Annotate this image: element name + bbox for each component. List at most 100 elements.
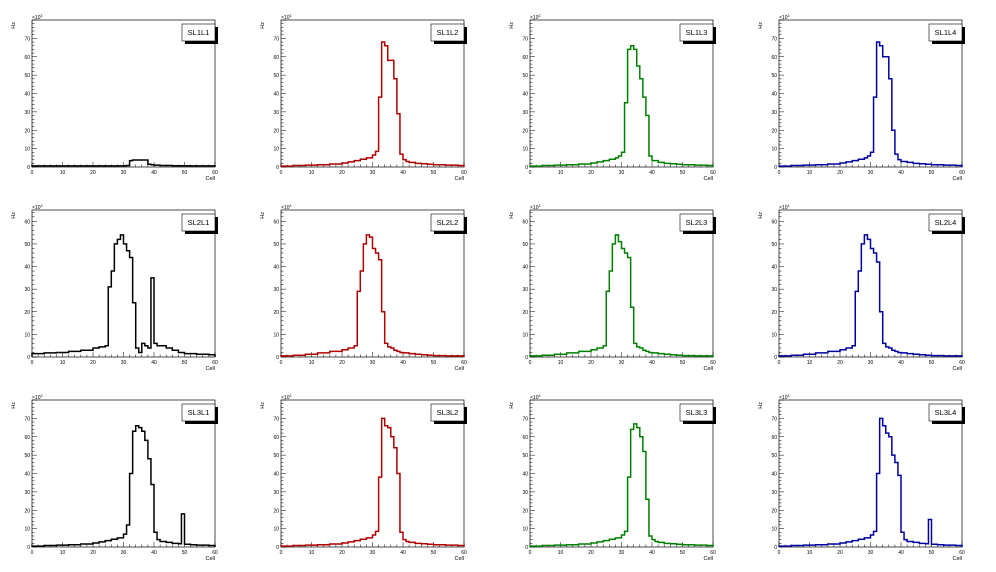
x-tick-label: 0 <box>31 170 34 176</box>
y-tick-label: 50 <box>771 453 777 459</box>
x-tick-label: 10 <box>558 550 564 556</box>
histogram-series <box>778 234 963 357</box>
exponent-label: ×103 <box>530 204 540 211</box>
histogram-title: SL3L1 <box>188 408 210 417</box>
x-tick-label: 50 <box>182 360 188 366</box>
exponent-label: ×103 <box>32 394 42 401</box>
y-tick-label: 60 <box>522 55 528 61</box>
y-tick-label: 30 <box>24 490 30 496</box>
y-tick-label: 50 <box>771 242 777 248</box>
x-tick-label: 30 <box>121 360 127 366</box>
y-tick-label: 10 <box>24 147 30 153</box>
x-tick-label: 50 <box>929 550 935 556</box>
x-tick-label: 0 <box>529 550 532 556</box>
title-box <box>430 403 465 422</box>
x-tick-label: 40 <box>151 170 157 176</box>
title-box <box>928 403 963 422</box>
y-tick-label: 0 <box>525 545 528 551</box>
x-tick-label: 10 <box>807 170 813 176</box>
histogram-title: SL2L2 <box>437 218 459 227</box>
y-axis-title: Hz <box>509 402 515 409</box>
y-axis-title: Hz <box>758 402 764 409</box>
x-tick-label: 60 <box>959 170 965 176</box>
y-axis-title: Hz <box>11 402 17 409</box>
y-tick-label: 40 <box>273 92 279 98</box>
y-tick-label: 60 <box>24 435 30 441</box>
histogram-series <box>529 234 714 357</box>
exponent-label: ×103 <box>530 394 540 401</box>
histogram-title: SL1L3 <box>686 28 708 37</box>
y-tick-label: 0 <box>276 355 279 361</box>
x-tick-label: 60 <box>710 360 716 366</box>
y-tick-label: 20 <box>771 508 777 514</box>
y-axis-title: Hz <box>260 22 266 29</box>
histogram-series <box>778 417 963 547</box>
y-tick-label: 0 <box>276 165 279 171</box>
x-tick-label: 40 <box>400 550 406 556</box>
y-tick-label: 70 <box>771 36 777 42</box>
exponent-label: ×103 <box>32 14 42 21</box>
x-tick-label: 60 <box>212 170 218 176</box>
x-tick-label: 20 <box>90 550 96 556</box>
y-tick-label: 20 <box>522 128 528 134</box>
x-axis-title: Cell <box>704 556 713 562</box>
y-tick-label: 0 <box>27 355 30 361</box>
y-tick-label: 30 <box>522 287 528 293</box>
y-tick-label: 10 <box>771 147 777 153</box>
y-tick-label: 20 <box>24 508 30 514</box>
y-tick-label: 60 <box>771 435 777 441</box>
x-tick-label: 60 <box>461 550 467 556</box>
x-tick-label: 60 <box>212 360 218 366</box>
y-axis-title: Hz <box>758 212 764 219</box>
x-tick-label: 40 <box>649 360 655 366</box>
x-tick-label: 40 <box>151 360 157 366</box>
x-tick-label: 50 <box>929 170 935 176</box>
x-tick-label: 30 <box>868 550 874 556</box>
x-tick-label: 20 <box>837 550 843 556</box>
y-tick-label: 40 <box>771 92 777 98</box>
x-tick-label: 20 <box>339 550 345 556</box>
y-tick-label: 20 <box>273 310 279 316</box>
x-tick-label: 30 <box>619 360 625 366</box>
x-tick-label: 10 <box>60 360 66 366</box>
y-tick-label: 60 <box>771 55 777 61</box>
y-tick-label: 0 <box>525 165 528 171</box>
y-tick-label: 60 <box>522 435 528 441</box>
exponent-label: ×103 <box>281 14 291 21</box>
y-tick-label: 0 <box>276 545 279 551</box>
y-tick-label: 40 <box>522 265 528 271</box>
y-tick-label: 50 <box>273 242 279 248</box>
x-tick-label: 60 <box>959 360 965 366</box>
x-tick-label: 60 <box>461 360 467 366</box>
histogram-title: SL1L4 <box>935 28 957 37</box>
y-tick-label: 0 <box>27 545 30 551</box>
x-axis-title: Cell <box>953 176 962 182</box>
y-tick-label: 0 <box>774 165 777 171</box>
x-tick-label: 20 <box>90 360 96 366</box>
x-axis-title: Cell <box>704 366 713 372</box>
x-tick-label: 20 <box>837 170 843 176</box>
y-tick-label: 30 <box>273 490 279 496</box>
x-axis-title: Cell <box>953 366 962 372</box>
x-tick-label: 50 <box>680 360 686 366</box>
y-tick-label: 50 <box>522 242 528 248</box>
y-tick-label: 40 <box>771 265 777 271</box>
y-axis-title: Hz <box>509 22 515 29</box>
y-tick-label: 30 <box>522 490 528 496</box>
x-tick-label: 0 <box>31 360 34 366</box>
x-tick-label: 50 <box>431 550 437 556</box>
y-tick-label: 50 <box>24 453 30 459</box>
x-tick-label: 0 <box>778 360 781 366</box>
x-tick-label: 30 <box>121 550 127 556</box>
title-box <box>928 23 963 42</box>
x-tick-label: 50 <box>929 360 935 366</box>
x-axis-title: Cell <box>206 176 215 182</box>
histogram-title: SL3L3 <box>686 408 708 417</box>
